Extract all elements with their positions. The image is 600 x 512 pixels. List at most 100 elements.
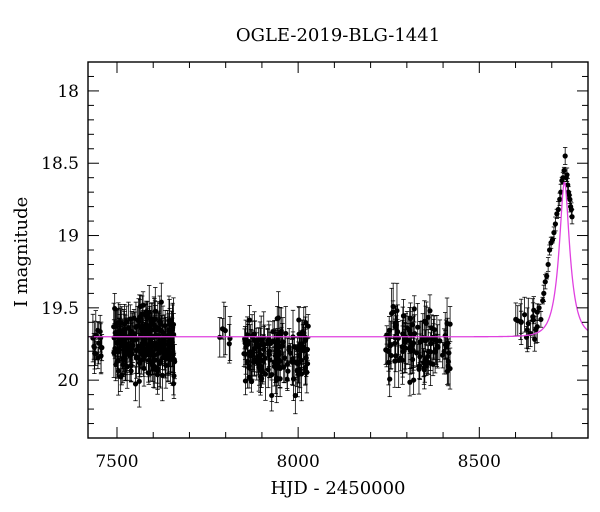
data-point	[260, 358, 266, 385]
data-point	[396, 332, 402, 388]
data-point	[245, 323, 251, 365]
y-tick-label: 18	[57, 82, 79, 102]
data-point	[390, 300, 396, 324]
data-point	[384, 333, 390, 368]
data-point	[244, 316, 250, 354]
data-point	[542, 274, 548, 290]
data-point	[392, 334, 398, 388]
data-point	[165, 342, 171, 374]
x-axis-label: HJD - 2450000	[270, 478, 405, 499]
data-point	[272, 329, 278, 354]
data-point	[541, 284, 547, 302]
data-point	[435, 324, 441, 369]
data-point	[530, 302, 536, 338]
data-point	[142, 316, 148, 336]
tick-layer: 7500 8000 8500 18 18.5 19 19.5 20	[41, 61, 589, 472]
data-point	[267, 331, 273, 356]
data-point	[442, 329, 448, 360]
data-point	[133, 347, 140, 367]
data-point	[421, 350, 427, 390]
data-point	[131, 309, 137, 328]
data-point	[525, 297, 531, 350]
data-point	[555, 201, 561, 218]
data-point	[169, 310, 175, 351]
x-tick-label: 7500	[95, 452, 138, 472]
data-point	[446, 343, 452, 363]
chart-title: OGLE-2019-BLG-1441	[236, 25, 440, 46]
data-point	[305, 314, 311, 339]
data-point	[437, 319, 443, 363]
data-point	[544, 272, 550, 280]
data-point	[286, 338, 292, 362]
data-point	[538, 311, 544, 328]
data-point	[117, 307, 124, 359]
data-point	[399, 319, 405, 374]
data-point	[158, 282, 164, 322]
data-point	[248, 370, 255, 393]
data-point	[427, 294, 433, 328]
data-point	[303, 306, 309, 339]
data-point	[412, 314, 418, 353]
y-axis-label: I magnitude	[11, 197, 32, 308]
data-point	[276, 339, 282, 370]
data-point	[134, 324, 140, 355]
data-point	[98, 337, 104, 375]
data-point	[227, 315, 233, 361]
data-point	[279, 322, 286, 370]
data-point	[149, 335, 156, 372]
plot-frame	[87, 61, 589, 439]
data-point	[247, 304, 253, 336]
data-point	[156, 340, 162, 388]
data-point	[447, 306, 453, 343]
data-point	[562, 147, 568, 165]
data-point	[283, 306, 289, 361]
data-point	[569, 209, 575, 225]
y-tick-label: 19.5	[41, 299, 79, 319]
data-point	[424, 348, 431, 375]
x-tick-label: 8500	[458, 452, 501, 472]
data-point	[411, 295, 417, 323]
data-point	[407, 323, 413, 375]
data-point	[257, 339, 263, 393]
data-point	[518, 298, 524, 345]
data-point	[536, 304, 542, 312]
data-point	[540, 296, 546, 305]
y-tick-label: 20	[57, 371, 79, 391]
data-point	[285, 361, 291, 382]
data-point	[124, 318, 130, 369]
data-point	[294, 353, 300, 388]
data-point	[251, 344, 257, 376]
x-tick-label: 8000	[277, 452, 320, 472]
data-point	[296, 307, 302, 361]
data-point	[400, 325, 406, 378]
data-point	[440, 342, 446, 369]
data-point	[120, 333, 126, 384]
data-point	[125, 339, 132, 359]
data-point	[394, 282, 400, 339]
y-tick-label: 18.5	[41, 154, 79, 174]
data-point	[150, 349, 156, 388]
data-point	[444, 297, 450, 350]
data-point	[565, 177, 571, 192]
data-point	[411, 365, 417, 395]
data-point	[415, 303, 421, 352]
data-point	[249, 330, 255, 380]
data-point	[427, 332, 434, 371]
data-point	[532, 326, 538, 352]
data-point	[552, 216, 558, 232]
data-point	[416, 344, 422, 395]
data-point	[138, 334, 144, 368]
data-point	[564, 167, 570, 183]
data-point	[221, 301, 227, 358]
data-point	[388, 341, 394, 370]
data-point	[292, 376, 298, 415]
data-point	[432, 330, 438, 374]
y-tick-label: 19	[57, 227, 79, 247]
data-point	[280, 317, 286, 367]
data-point	[253, 332, 259, 353]
data-point	[155, 334, 161, 373]
data-point	[393, 315, 399, 335]
data-point	[402, 315, 408, 370]
data-point	[274, 306, 280, 332]
